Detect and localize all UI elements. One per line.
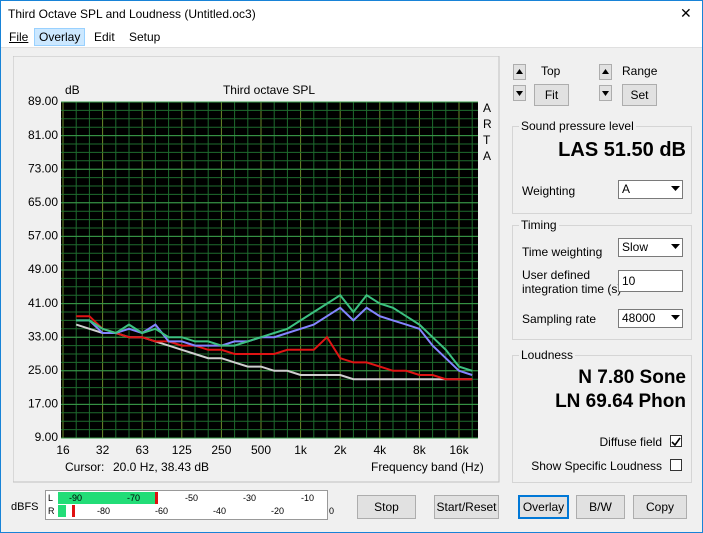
meter-scale-label: 0 <box>329 506 335 516</box>
dropdown-value: Slow <box>622 240 649 254</box>
set-button[interactable]: Set <box>622 84 657 106</box>
start-reset-button[interactable]: Start/Reset <box>434 495 499 519</box>
spin-down[interactable] <box>513 85 526 101</box>
menu-bar <box>1 27 702 48</box>
meter-peak <box>72 505 75 517</box>
x-tick-label: 16k <box>449 443 469 457</box>
stop-button[interactable]: Stop <box>357 495 416 519</box>
field-label: Time weighting <box>522 245 603 259</box>
group-title: Loudness <box>519 348 576 362</box>
series-line <box>76 315 473 381</box>
x-tick-label: 32 <box>96 443 110 457</box>
meter-scale-label: -70 <box>127 493 141 503</box>
loudness-group <box>512 355 692 483</box>
meter-fill <box>58 492 155 504</box>
x-tick-label: 500 <box>251 443 271 457</box>
range-label: Range <box>622 64 658 78</box>
meter-scale-label: -30 <box>243 493 257 503</box>
x-tick-label: 16 <box>56 443 70 457</box>
meter-scale-label: -40 <box>213 506 227 516</box>
y-axis-label: dB <box>65 83 80 97</box>
spl-reading: LAS 51.50 dB <box>558 139 686 161</box>
field-label: Sampling rate <box>522 312 597 326</box>
group-title: Sound pressure level <box>519 119 636 133</box>
spin-down[interactable] <box>599 85 612 101</box>
x-tick-label: 63 <box>136 443 150 457</box>
channel-label: R <box>48 506 55 516</box>
dropdown[interactable]: A <box>618 180 683 199</box>
timing-group <box>512 225 692 340</box>
menu-item[interactable]: Edit <box>94 30 115 44</box>
x-tick-label: 1k <box>294 443 308 457</box>
x-tick-label: 2k <box>334 443 348 457</box>
dropdown[interactable]: 48000 <box>618 309 683 328</box>
loudness-level: LN 69.64 Phon <box>555 391 686 412</box>
y-tick-label: 73.00 <box>28 161 58 175</box>
title-bar <box>1 1 702 27</box>
window-title: Third Octave SPL and Loudness (Untitled.… <box>8 7 256 21</box>
x-axis-label: Frequency band (Hz) <box>371 460 484 474</box>
dropdown-value: 48000 <box>622 311 656 325</box>
field-label: User defined <box>522 268 591 282</box>
spin-up[interactable] <box>513 64 526 80</box>
close-button[interactable]: ✕ <box>680 5 692 21</box>
x-tick-label: 4k <box>373 443 387 457</box>
field-label: Weighting <box>522 184 576 198</box>
chart: 89.00 81.00 73.00 65.00 57.00 49.00 41.00 33.00… <box>13 56 500 483</box>
meter-label: dBFS <box>11 501 39 513</box>
meter-scale-label: -50 <box>185 493 199 503</box>
y-tick-label: 41.00 <box>28 296 58 310</box>
overlay-button[interactable]: Overlay <box>518 495 569 519</box>
menu-item[interactable]: Overlay <box>34 28 86 46</box>
x-tick-label: 8k <box>413 443 427 457</box>
checkbox-label: Show Specific Loudness <box>531 459 662 473</box>
meter-scale-label: -10 <box>301 493 315 503</box>
y-tick-label: 57.00 <box>28 229 58 243</box>
field-label: integration time (s) <box>522 282 622 296</box>
y-tick-label: 33.00 <box>28 329 58 343</box>
copy-button[interactable]: Copy <box>633 495 687 519</box>
series-line <box>76 293 473 372</box>
meter-peak <box>155 492 158 504</box>
bw-button[interactable]: B/W <box>576 495 625 519</box>
loudness-reading: N 7.80 Sone <box>578 367 686 388</box>
meter-scale-label: -60 <box>155 506 169 516</box>
x-tick-label: 250 <box>211 443 231 457</box>
dropdown[interactable]: Slow <box>618 238 683 257</box>
y-tick-label: 89.00 <box>28 94 58 108</box>
text-input[interactable]: 10 <box>618 270 683 292</box>
y-tick-label: 25.00 <box>28 363 58 377</box>
y-tick-label: 9.00 <box>35 430 59 444</box>
y-tick-label: 65.00 <box>28 195 58 209</box>
fit-button[interactable]: Fit <box>534 84 569 106</box>
cursor-label: Cursor: <box>65 460 104 474</box>
top-label: Top <box>541 64 561 78</box>
spin-up[interactable] <box>599 64 612 80</box>
x-tick-label: 125 <box>172 443 192 457</box>
menu-item[interactable]: Setup <box>129 30 161 44</box>
meter-scale-label: -20 <box>271 506 285 516</box>
dropdown-value: A <box>622 182 631 196</box>
y-tick-label: 17.00 <box>28 397 58 411</box>
menu-item[interactable]: File <box>9 30 29 44</box>
group-title: Timing <box>519 218 559 232</box>
cursor-value: 20.0 Hz, 38.43 dB <box>113 460 209 474</box>
chart-title: Third octave SPL <box>223 83 315 97</box>
checkbox[interactable] <box>670 459 682 471</box>
channel-label: L <box>48 493 54 503</box>
checkbox[interactable] <box>670 435 682 447</box>
checkbox-label: Diffuse field <box>599 435 662 449</box>
meter-scale-label: -80 <box>97 506 111 516</box>
meter-scale-label: -90 <box>69 493 83 503</box>
meter-fill <box>58 505 66 517</box>
y-tick-label: 49.00 <box>28 262 58 276</box>
y-tick-label: 81.00 <box>28 128 58 142</box>
